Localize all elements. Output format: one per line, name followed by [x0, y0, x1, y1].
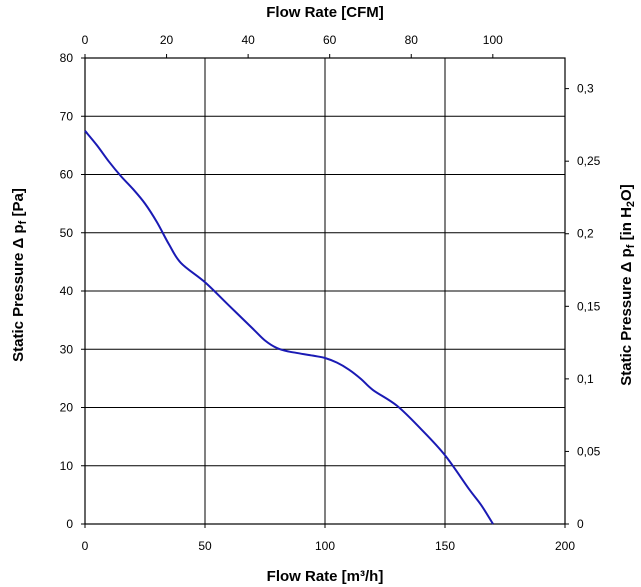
- bottom-tick-label: 50: [198, 539, 212, 553]
- top-tick-label: 80: [405, 33, 419, 47]
- left-tick-label: 50: [60, 226, 74, 240]
- left-tick-label: 80: [60, 51, 74, 65]
- right-axis-title-subscript2: 2: [625, 201, 637, 207]
- right-axis-title-main: Static Pressure Δ p: [618, 248, 635, 386]
- bottom-tick-label: 200: [555, 539, 575, 553]
- left-tick-label: 20: [60, 401, 74, 415]
- left-tick-label: 70: [60, 109, 74, 123]
- right-axis-title-subscript: f: [625, 244, 637, 248]
- bottom-tick-label: 100: [315, 539, 335, 553]
- right-axis-title: Static Pressure Δ pf [in H2O]: [618, 184, 637, 385]
- top-tick-label: 40: [241, 33, 255, 47]
- left-axis-title: Static Pressure Δ pf [Pa]: [10, 188, 29, 362]
- right-tick-label: 0,25: [577, 154, 601, 168]
- right-axis-title-end: O]: [618, 184, 635, 201]
- bottom-tick-label: 150: [435, 539, 455, 553]
- right-axis-title-unit: [in H: [618, 207, 635, 245]
- left-tick-label: 40: [60, 284, 74, 298]
- top-x-axis: 0 20 40 60 80 100: [82, 33, 503, 58]
- top-tick-label: 100: [483, 33, 503, 47]
- left-y-axis: 0 10 20 30 40 50 60 70 80: [60, 51, 85, 531]
- bottom-axis-title: Flow Rate [m³/h]: [267, 568, 384, 585]
- right-tick-label: 0: [577, 517, 584, 531]
- left-tick-label: 0: [66, 517, 73, 531]
- left-axis-title-subscript: f: [17, 220, 29, 224]
- series-layer: [84, 130, 494, 525]
- top-tick-label: 20: [160, 33, 174, 47]
- left-tick-label: 10: [60, 459, 74, 473]
- pressure-curve-line: [84, 130, 494, 525]
- right-tick-label: 0,05: [577, 444, 601, 458]
- bottom-tick-label: 0: [82, 539, 89, 553]
- right-tick-label: 0,2: [577, 227, 594, 241]
- left-tick-label: 60: [60, 168, 74, 182]
- top-tick-label: 60: [323, 33, 337, 47]
- top-tick-label: 0: [82, 33, 89, 47]
- left-tick-label: 30: [60, 342, 74, 356]
- right-tick-label: 0,1: [577, 372, 594, 386]
- right-tick-label: 0,15: [577, 299, 601, 313]
- right-y-axis: 0 0,05 0,1 0,15 0,2 0,25 0,3: [565, 82, 601, 531]
- grid-lines: [84, 57, 566, 525]
- left-axis-title-main: Static Pressure Δ p: [10, 224, 27, 362]
- right-tick-label: 0,3: [577, 82, 594, 96]
- bottom-x-axis: 0 50 100 150 200: [82, 524, 575, 553]
- top-axis-title: Flow Rate [CFM]: [266, 4, 384, 21]
- left-axis-title-unit: [Pa]: [10, 188, 27, 221]
